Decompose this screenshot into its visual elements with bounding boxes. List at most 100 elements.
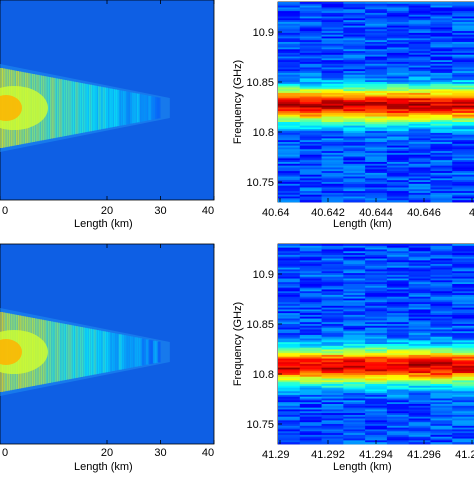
stripe-cell — [343, 160, 366, 163]
stripe-cell — [299, 404, 323, 407]
stripe-cell — [343, 116, 366, 119]
stripe-cell — [365, 294, 388, 298]
cone-streak — [118, 334, 122, 370]
stripe-cell — [386, 18, 410, 21]
stripe-cell — [452, 434, 474, 438]
stripe-cell — [386, 338, 410, 341]
stripe-cell — [408, 74, 431, 77]
stripe-cell — [278, 394, 301, 398]
stripe-cell — [365, 373, 388, 376]
stripe-cell — [299, 3, 323, 7]
stripe-cell — [430, 344, 453, 347]
stripe-cell — [343, 109, 366, 112]
stripe-cell — [452, 264, 474, 267]
stripe-cell — [452, 387, 474, 390]
stripe-cell — [408, 342, 431, 345]
stripe-cell — [343, 91, 366, 94]
stripe-cell — [386, 71, 410, 74]
stripe-cell — [386, 91, 410, 94]
stripe-cell — [278, 200, 301, 203]
stripe-cell — [452, 398, 474, 401]
stripe-cell — [452, 7, 474, 10]
stripe-cell — [386, 436, 410, 439]
stripe-cell — [408, 440, 431, 443]
stripe-cell — [386, 102, 410, 105]
stripe-cell — [321, 400, 344, 403]
stripe-cell — [386, 169, 410, 172]
stripe-cell — [365, 109, 388, 112]
stripe-cell — [321, 300, 344, 303]
stripe-cell — [430, 42, 453, 45]
stripe-cell — [343, 336, 366, 339]
stripe-cell — [365, 122, 388, 125]
stripe-cell — [343, 384, 366, 387]
stripe-cell — [430, 142, 453, 145]
stripe-cell — [452, 114, 474, 117]
stripe-cell — [408, 282, 431, 285]
stripe-cell — [408, 36, 431, 39]
stripe-cell — [343, 251, 366, 254]
stripe-cell — [430, 100, 453, 103]
stripe-cell — [321, 125, 344, 128]
stripe-cell — [452, 354, 474, 358]
stripe-cell — [278, 109, 301, 112]
stripe-cell — [386, 384, 410, 387]
stripe-cell — [299, 258, 323, 261]
stripe-cell — [278, 131, 301, 134]
stripe-cell — [408, 244, 431, 247]
stripe-cell — [452, 29, 474, 32]
stripe-cell — [452, 374, 474, 378]
stripe-cell — [321, 87, 344, 90]
stripe-cell — [278, 304, 301, 307]
stripe-cell — [452, 112, 474, 116]
stripe-cell — [408, 43, 431, 47]
stripe-cell — [386, 192, 410, 196]
stripe-cell — [430, 91, 453, 94]
stripe-cell — [408, 336, 431, 339]
stripe-cell — [430, 298, 453, 301]
stripe-cell — [430, 296, 453, 299]
stripe-cell — [343, 32, 366, 36]
stripe-cell — [278, 38, 301, 41]
stripe-cell — [321, 353, 344, 356]
stripe-cell — [386, 314, 410, 318]
stripe-cell — [321, 294, 344, 298]
stripe-cell — [299, 280, 323, 283]
stripe-cell — [452, 76, 474, 79]
stripe-cell — [386, 178, 410, 181]
stripe-cell — [452, 382, 474, 385]
stripe-cell — [365, 129, 388, 132]
stripe-cell — [299, 385, 323, 389]
stripe-cell — [343, 40, 366, 43]
cone-streak — [127, 92, 131, 124]
stripe-cell — [452, 314, 474, 318]
stripe-cell — [430, 23, 453, 27]
x-tick-label: 0 — [2, 205, 8, 217]
stripe-cell — [343, 189, 366, 192]
stripe-cell — [452, 394, 474, 398]
stripe-cell — [452, 442, 474, 445]
stripe-cell — [365, 147, 388, 150]
stripe-cell — [299, 100, 323, 103]
stripe-cell — [386, 331, 410, 334]
stripe-cell — [452, 333, 474, 336]
stripe-cell — [343, 76, 366, 79]
stripe-cell — [365, 282, 388, 285]
stripe-cell — [299, 131, 323, 134]
stripe-cell — [321, 7, 344, 10]
stripe-cell — [408, 58, 431, 61]
stripe-cell — [430, 149, 453, 152]
stripe-cell — [365, 107, 388, 110]
stripe-cell — [365, 260, 388, 263]
stripe-cell — [408, 276, 431, 279]
stripe-cell — [299, 267, 323, 270]
stripe-cell — [299, 378, 323, 381]
stripe-cell — [343, 31, 366, 34]
stripe-cell — [430, 384, 453, 387]
stripe-cell — [408, 96, 431, 99]
stripe-cell — [452, 194, 474, 197]
stripe-cell — [299, 76, 323, 79]
stripe-cell — [343, 171, 366, 174]
stripe-cell — [278, 180, 301, 183]
stripe-cell — [343, 169, 366, 172]
